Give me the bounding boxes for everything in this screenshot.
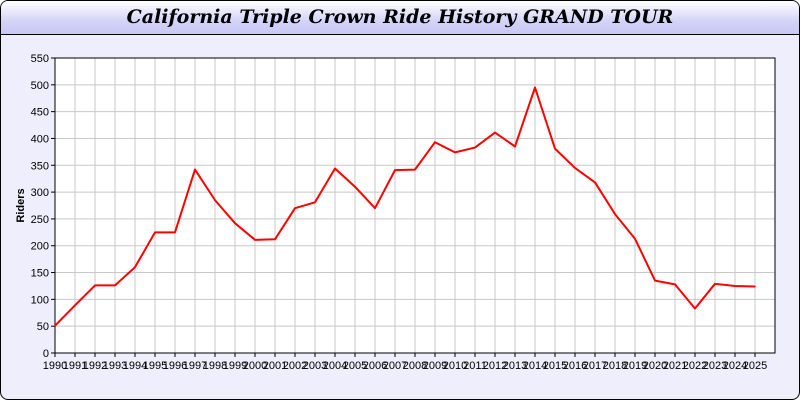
x-tick-label: 2022: [683, 360, 707, 372]
x-tick-label: 2006: [363, 360, 387, 372]
x-tick-label: 2014: [523, 360, 547, 372]
x-tick-label: 2013: [503, 360, 527, 372]
plot-border: [54, 57, 776, 354]
data-point: [634, 237, 636, 240]
data-point: [694, 307, 696, 310]
x-tick-label: 1992: [83, 360, 107, 372]
data-point: [114, 284, 116, 287]
data-point: [274, 238, 276, 241]
y-tick-label: 50: [37, 321, 49, 333]
data-point: [154, 231, 156, 234]
data-point: [354, 185, 356, 188]
data-point: [134, 266, 136, 268]
data-point: [434, 141, 436, 144]
y-tick-label: 200: [31, 241, 49, 253]
y-tick-label: 550: [31, 53, 49, 65]
x-tick-label: 2001: [263, 360, 287, 372]
x-tick-label: 2018: [603, 360, 627, 372]
x-tick-label: 1996: [163, 360, 187, 372]
data-point: [174, 231, 176, 234]
data-point: [674, 283, 676, 286]
x-tick-label: 2012: [483, 360, 507, 372]
x-tick-label: 2002: [283, 360, 307, 372]
data-point: [714, 283, 716, 285]
x-tick-label: 2017: [583, 360, 607, 372]
data-point: [534, 86, 536, 89]
data-point: [74, 304, 76, 307]
data-point: [214, 199, 216, 201]
y-axis-label: Riders: [15, 188, 27, 222]
title-bar: California Triple Crown Ride History GRA…: [1, 1, 799, 35]
x-tick-label: 2021: [663, 360, 687, 372]
data-point: [254, 239, 256, 241]
x-tick-label: 2000: [243, 360, 267, 372]
data-point: [194, 168, 196, 171]
x-tick-label: 1998: [203, 360, 227, 372]
x-tick-label: 2011: [463, 360, 487, 372]
y-tick-label: 250: [31, 214, 49, 226]
x-tick-label: 2003: [303, 360, 327, 372]
data-point: [754, 285, 756, 288]
x-tick-label: 2015: [543, 360, 567, 372]
y-tick-label: 150: [31, 268, 49, 280]
x-tick-label: 2019: [623, 360, 647, 372]
chart-title: California Triple Crown Ride History GRA…: [126, 6, 674, 28]
y-tick-label: 500: [31, 80, 49, 92]
x-tick-label: 2016: [563, 360, 587, 372]
data-point: [394, 169, 396, 171]
series-line: [54, 86, 756, 327]
y-tick-label: 350: [31, 160, 49, 172]
y-tick-label: 400: [31, 133, 49, 145]
x-tick-label: 2004: [323, 360, 347, 372]
data-point: [594, 181, 596, 184]
data-point: [514, 145, 516, 148]
x-tick-label: 1994: [123, 360, 147, 372]
y-tick-label: 0: [43, 348, 49, 360]
data-point: [494, 131, 496, 134]
y-tick-label: 100: [31, 294, 49, 306]
data-point: [654, 279, 656, 282]
y-tick-label: 300: [31, 187, 49, 199]
data-point: [94, 284, 96, 287]
x-tick-label: 1997: [183, 360, 207, 372]
y-tick-label: 450: [31, 107, 49, 119]
x-tick-label: 1990: [43, 360, 67, 372]
data-point: [554, 147, 556, 150]
x-tick-label: 2020: [643, 360, 667, 372]
x-tick-label: 1999: [223, 360, 247, 372]
data-point: [454, 151, 456, 154]
data-point: [374, 207, 376, 209]
x-tick-label: 2010: [443, 360, 467, 372]
x-tick-label: 2005: [343, 360, 367, 372]
x-tick-label: 1991: [63, 360, 87, 372]
x-tick-label: 1995: [143, 360, 167, 372]
x-tick-label: 2007: [383, 360, 407, 372]
data-point: [474, 146, 476, 149]
data-point: [734, 285, 736, 287]
data-point: [234, 222, 236, 224]
x-tick-label: 2025: [743, 360, 767, 372]
data-point: [314, 201, 316, 204]
x-tick-label: 1993: [103, 360, 127, 372]
data-point: [414, 168, 416, 171]
data-point: [574, 167, 576, 169]
x-tick-label: 2008: [403, 360, 427, 372]
x-tick-label: 2024: [723, 360, 747, 372]
data-point: [334, 167, 336, 170]
data-point: [614, 213, 616, 215]
x-tick-label: 2009: [423, 360, 447, 372]
data-point: [54, 324, 56, 327]
x-tick-label: 2023: [703, 360, 727, 372]
data-point: [294, 207, 296, 209]
